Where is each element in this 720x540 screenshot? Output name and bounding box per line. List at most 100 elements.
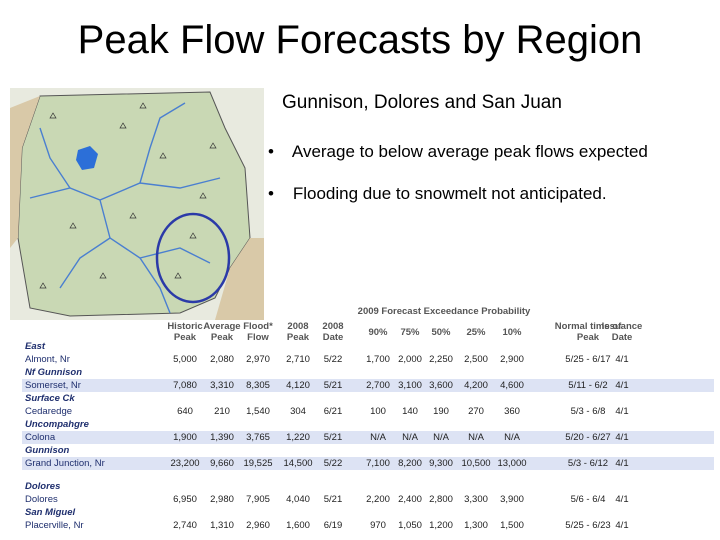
slide-title: Peak Flow Forecasts by Region xyxy=(77,18,643,62)
column-header: 2008 Date xyxy=(322,321,344,343)
table-cell: 4/1 xyxy=(615,520,629,531)
station-name: Dolores xyxy=(25,494,58,505)
table-cell: 4/1 xyxy=(615,354,629,365)
table-cell: 14,500 xyxy=(283,458,313,469)
table-cell: 210 xyxy=(214,406,230,417)
table-cell: 970 xyxy=(370,520,386,531)
table-cell: 10,500 xyxy=(461,458,491,469)
table-cell: 140 xyxy=(402,406,418,417)
column-header: Historic Peak xyxy=(167,321,203,343)
column-header: 10% xyxy=(502,327,522,338)
table-cell: 6/21 xyxy=(323,406,343,417)
span-header: 2009 Forecast Exceedance Probability xyxy=(357,306,531,317)
group-name: Nf Gunnison xyxy=(25,367,82,378)
table-cell: 2,970 xyxy=(246,354,270,365)
table-cell: 9,660 xyxy=(210,458,234,469)
station-name: Grand Junction, Nr xyxy=(25,458,105,469)
table-cell: 7,905 xyxy=(246,494,270,505)
table-cell: 5/22 xyxy=(323,354,343,365)
table-cell: 5/3 - 6/8 xyxy=(570,406,606,417)
table-cell: 2,900 xyxy=(500,354,524,365)
table-cell: 270 xyxy=(468,406,484,417)
row-highlight xyxy=(22,431,714,444)
table-cell: 1,700 xyxy=(366,354,390,365)
group-name: Uncompahgre xyxy=(25,419,89,430)
table-cell: 100 xyxy=(370,406,386,417)
table-cell: N/A xyxy=(504,432,520,443)
column-header: Average Peak xyxy=(203,321,241,343)
table-cell: 2,740 xyxy=(173,520,197,531)
table-cell: 7,080 xyxy=(173,380,197,391)
column-header: Normal time of Peak xyxy=(554,321,622,343)
table-cell: 1,500 xyxy=(500,520,524,531)
table-cell: N/A xyxy=(402,432,418,443)
table-cell: 190 xyxy=(433,406,449,417)
table-cell: 3,765 xyxy=(246,432,270,443)
column-header: 25% xyxy=(466,327,486,338)
table-cell: 4,200 xyxy=(464,380,488,391)
station-name: Colona xyxy=(25,432,56,443)
table-cell: 2,500 xyxy=(464,354,488,365)
group-name: Gunnison xyxy=(25,445,70,456)
table-cell: 360 xyxy=(504,406,520,417)
table-cell: 9,300 xyxy=(429,458,453,469)
column-header: 90% xyxy=(368,327,388,338)
table-cell: 5/25 - 6/17 xyxy=(565,354,611,365)
table-cell: 304 xyxy=(290,406,306,417)
table-cell: 4,040 xyxy=(286,494,310,505)
table-cell: 4/1 xyxy=(615,432,629,443)
table-cell: 13,000 xyxy=(497,458,527,469)
table-cell: 19,525 xyxy=(243,458,273,469)
table-cell: 5/22 xyxy=(323,458,343,469)
table-cell: 5/21 xyxy=(323,432,343,443)
row-highlight xyxy=(22,457,714,470)
table-cell: 4,600 xyxy=(500,380,524,391)
table-cell: 1,200 xyxy=(429,520,453,531)
table-cell: 2,800 xyxy=(429,494,453,505)
subtitle: Gunnison, Dolores and San Juan xyxy=(282,92,562,113)
table-cell: 4/1 xyxy=(615,458,629,469)
table-cell: 2,250 xyxy=(429,354,453,365)
table-cell: 2,700 xyxy=(366,380,390,391)
group-name: East xyxy=(25,341,46,352)
table-cell: 23,200 xyxy=(170,458,200,469)
table-cell: 1,390 xyxy=(210,432,234,443)
table-cell: 5/21 xyxy=(323,494,343,505)
table-cell: 5,000 xyxy=(173,354,197,365)
table-cell: 4/1 xyxy=(615,494,629,505)
table-cell: 3,310 xyxy=(210,380,234,391)
table-cell: 5/11 - 6/2 xyxy=(568,380,608,391)
table-cell: 4/1 xyxy=(615,406,629,417)
table-cell: 3,100 xyxy=(398,380,422,391)
column-header: 2008 Peak xyxy=(286,321,310,343)
bullet: • Flooding due to snowmelt not anticipat… xyxy=(268,184,607,203)
table-cell: 1,540 xyxy=(246,406,270,417)
column-header: 75% xyxy=(400,327,420,338)
table-cell: 1,050 xyxy=(398,520,422,531)
table-cell: 3,300 xyxy=(464,494,488,505)
table-cell: 5/25 - 6/23 xyxy=(565,520,611,531)
column-header: Issuance Date xyxy=(601,321,643,343)
table-cell: 5/20 - 6/27 xyxy=(565,432,611,443)
table-cell: 5/21 xyxy=(323,380,343,391)
table-cell: N/A xyxy=(370,432,386,443)
table-cell: 2,400 xyxy=(398,494,422,505)
region-map xyxy=(10,88,264,320)
column-header: Flood* Flow xyxy=(243,321,273,343)
table-cell: 2,980 xyxy=(210,494,234,505)
group-name: San Miguel xyxy=(25,507,76,518)
station-name: Somerset, Nr xyxy=(25,380,81,391)
table-cell: 2,710 xyxy=(286,354,310,365)
table-cell: N/A xyxy=(433,432,449,443)
bullet-text: Average to below average peak flows expe… xyxy=(291,142,648,161)
station-name: Cedaredge xyxy=(25,406,73,417)
table-cell: 2,960 xyxy=(246,520,270,531)
column-header: 50% xyxy=(431,327,451,338)
station-name: Almont, Nr xyxy=(25,354,70,365)
table-cell: 5/6 - 6/4 xyxy=(570,494,606,505)
table-cell: 5/3 - 6/12 xyxy=(567,458,609,469)
table-cell: 7,100 xyxy=(366,458,390,469)
table-cell: 3,600 xyxy=(429,380,453,391)
